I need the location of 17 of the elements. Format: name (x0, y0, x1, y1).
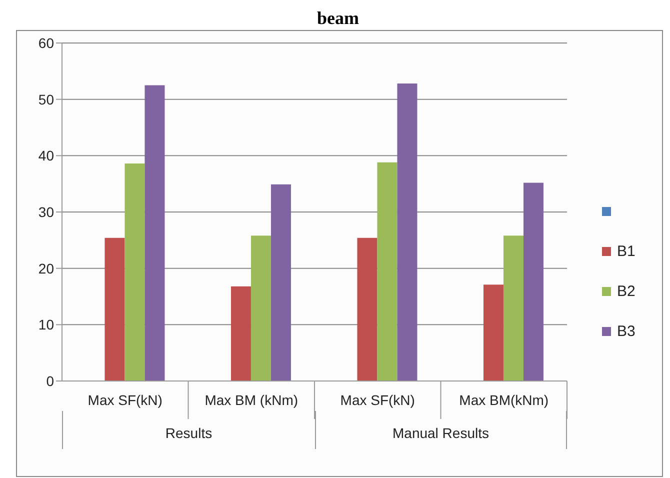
legend-label: B1 (617, 242, 636, 260)
legend-label: B2 (617, 282, 636, 300)
chart-title: beam (316, 8, 360, 30)
text: Results (62, 411, 314, 449)
x-tick-label: Max SF(kN) (88, 392, 162, 408)
y-tick-label: 20 (38, 260, 54, 276)
y-tick-label: 0 (46, 372, 54, 389)
legend-label: B3 (617, 322, 636, 340)
y-tick-label: 60 (38, 34, 54, 51)
x-tick-label: Max SF(kN) (340, 392, 415, 408)
y-tick-label: 10 (38, 316, 54, 333)
text: Manual Results (314, 411, 567, 449)
x-tick-label: Max BM (kNm) (204, 392, 298, 408)
x-tick-label: Max BM(kNm) (459, 392, 549, 408)
y-tick-label: 40 (38, 148, 54, 164)
y-tick-label: 50 (38, 91, 54, 108)
y-tick-label: 30 (38, 204, 54, 220)
